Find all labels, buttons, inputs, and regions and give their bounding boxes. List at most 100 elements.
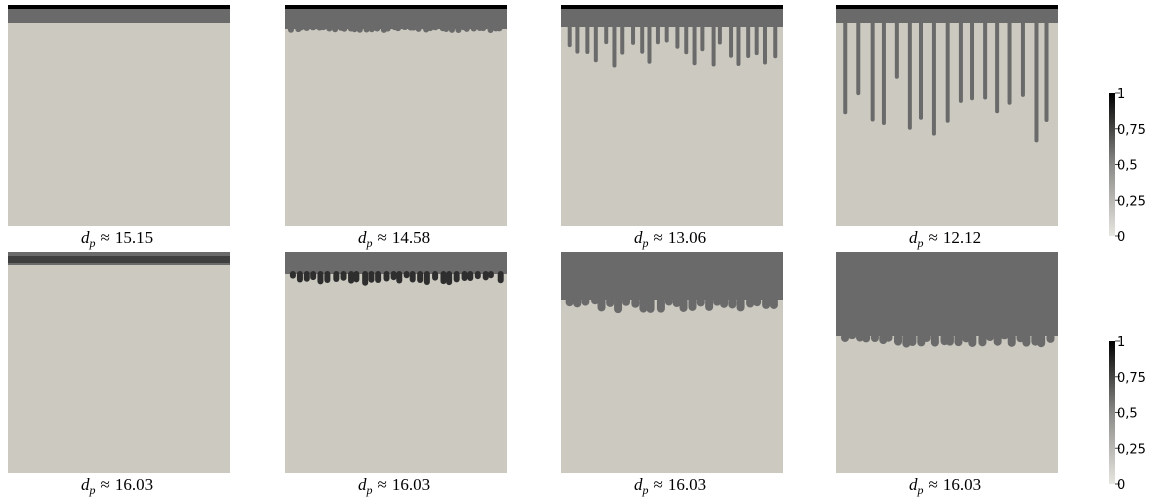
finger [1022, 333, 1031, 347]
finger [762, 297, 771, 309]
finger [983, 20, 988, 100]
finger [978, 333, 987, 347]
finger [403, 271, 410, 279]
finger [945, 333, 954, 346]
colorbar [1109, 341, 1115, 484]
finger [333, 271, 340, 282]
finger [700, 24, 705, 52]
finger [729, 24, 734, 58]
colorbar-tick-label: 0,25 [1117, 442, 1146, 457]
finger [622, 297, 631, 306]
finger [482, 271, 489, 281]
caption-relation: ≈ [929, 475, 938, 494]
finger [296, 271, 303, 283]
caption-value: 16.03 [115, 475, 153, 494]
finger [664, 24, 669, 43]
finger [310, 26, 317, 31]
caption: dp ≈16.03 [909, 475, 981, 497]
finger [432, 26, 439, 31]
finger [417, 271, 424, 283]
dark-region [561, 252, 783, 300]
caption-subscript: p [917, 483, 924, 497]
finger [575, 24, 580, 54]
finger [606, 297, 615, 307]
finger [597, 297, 606, 312]
finger [993, 333, 1002, 346]
finger [908, 333, 917, 347]
finger [487, 26, 494, 33]
finger [1007, 20, 1012, 105]
colorbar-tick-label: 0,75 [1117, 371, 1146, 386]
finger [453, 271, 460, 283]
finger [922, 333, 931, 342]
caption-symbol: d [634, 228, 643, 247]
finger [440, 271, 447, 285]
caption-relation: ≈ [101, 475, 110, 494]
finger [326, 26, 333, 32]
finger [985, 333, 994, 342]
caption-symbol: d [909, 475, 918, 494]
finger [958, 20, 963, 103]
finger [843, 20, 848, 115]
finger [841, 333, 850, 342]
finger [945, 20, 950, 123]
finger [684, 24, 689, 55]
finger [769, 297, 778, 309]
finger [1046, 333, 1055, 343]
finger [1007, 333, 1016, 347]
caption: dp ≈14.58 [358, 228, 430, 250]
finger [746, 297, 755, 308]
finger [646, 297, 655, 313]
finger [303, 26, 310, 31]
finger [461, 271, 468, 282]
finger [487, 271, 494, 279]
finger [320, 26, 327, 31]
finger [728, 297, 737, 309]
finger [640, 24, 645, 54]
finger [692, 24, 697, 66]
finger [443, 26, 450, 33]
finger [448, 26, 455, 33]
caption-subscript: p [366, 483, 373, 497]
colorbar [1109, 93, 1115, 236]
finger [656, 297, 665, 313]
caption-subscript: p [89, 483, 96, 497]
caption-value: 13.06 [668, 228, 706, 247]
caption: dp ≈16.03 [634, 475, 706, 497]
finger [604, 24, 609, 45]
finger [591, 297, 600, 305]
finger [427, 26, 434, 32]
finger [862, 333, 871, 343]
finger [310, 271, 317, 281]
finger [567, 24, 572, 48]
finger [496, 26, 503, 32]
finger [639, 297, 648, 313]
finger [394, 26, 401, 32]
finger [455, 26, 462, 33]
finger [348, 271, 355, 284]
finger [620, 24, 625, 55]
panel-background [285, 252, 507, 473]
finger [1037, 333, 1046, 348]
top-bar [8, 5, 230, 9]
finger [675, 24, 680, 49]
caption-value: 14.58 [392, 228, 430, 247]
finger [679, 297, 688, 312]
finger [696, 297, 705, 307]
finger [497, 271, 504, 284]
caption-symbol: d [358, 228, 367, 247]
finger [287, 26, 294, 33]
caption-subscript: p [642, 483, 649, 497]
finger [1020, 20, 1025, 97]
finger [930, 333, 939, 347]
caption: dp ≈15.15 [81, 228, 153, 250]
top-bar [836, 5, 1058, 9]
caption-relation: ≈ [101, 228, 110, 247]
panel [836, 252, 1058, 473]
dark-region [561, 5, 783, 27]
finger [374, 26, 381, 32]
caption: dp ≈12.12 [909, 228, 981, 250]
finger [383, 271, 390, 282]
finger [631, 297, 640, 308]
finger [995, 20, 1000, 114]
